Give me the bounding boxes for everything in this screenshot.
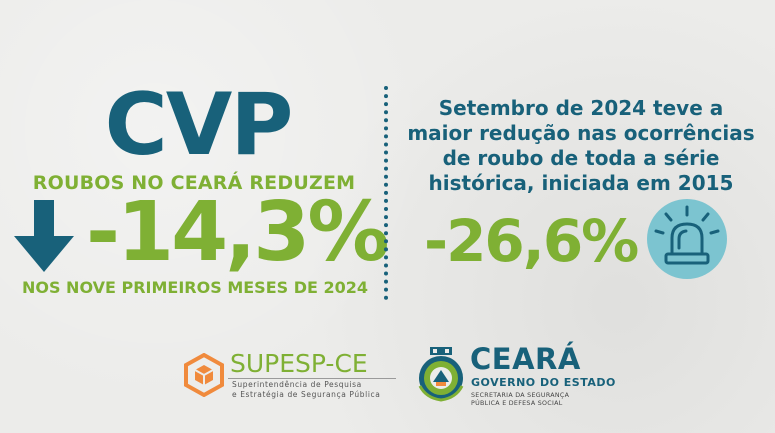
period-footnote: NOS NOVE PRIMEIROS MESES DE 2024	[21, 278, 369, 297]
supesp-subtitle: Superintendência de Pesquisa e Estratégi…	[232, 380, 402, 400]
dotted-divider	[384, 86, 388, 300]
supesp-subtitle-line: e Estratégia de Segurança Pública	[232, 390, 381, 399]
statement-line: Setembro de 2024 teve a	[438, 96, 724, 120]
supesp-subtitle-line: Superintendência de Pesquisa	[232, 380, 362, 389]
arrow-down-icon	[14, 200, 74, 272]
cvp-title: CVP	[104, 75, 294, 175]
september-percent: -26,6%	[424, 207, 639, 275]
secretaria-line: SECRETARIA DA SEGURANÇA	[471, 392, 570, 399]
supesp-underline	[228, 378, 396, 379]
governo-do-estado: GOVERNO DO ESTADO	[471, 376, 616, 389]
siren-icon	[647, 199, 727, 279]
secretaria-line: PÚBLICA E DEFESA SOCIAL	[471, 400, 563, 407]
september-statement: Setembro de 2024 teve a maior redução na…	[396, 96, 766, 196]
statement-line: maior redução nas ocorrências	[407, 121, 755, 145]
reduction-percent: -14,3%	[86, 185, 390, 280]
supesp-name: SUPESP-CE	[230, 349, 368, 378]
ceara-coat-of-arms-icon	[418, 347, 464, 402]
secretaria-label: SECRETARIA DA SEGURANÇA PÚBLICA E DEFESA…	[471, 392, 591, 408]
headline: ROUBOS NO CEARÁ REDUZEM	[32, 172, 356, 194]
ceara-name: CEARÁ	[470, 342, 581, 376]
statement-line: histórica, iniciada em 2015	[428, 171, 734, 195]
statement-line: de roubo de toda a série	[442, 146, 720, 170]
supesp-logo-icon	[184, 353, 224, 397]
